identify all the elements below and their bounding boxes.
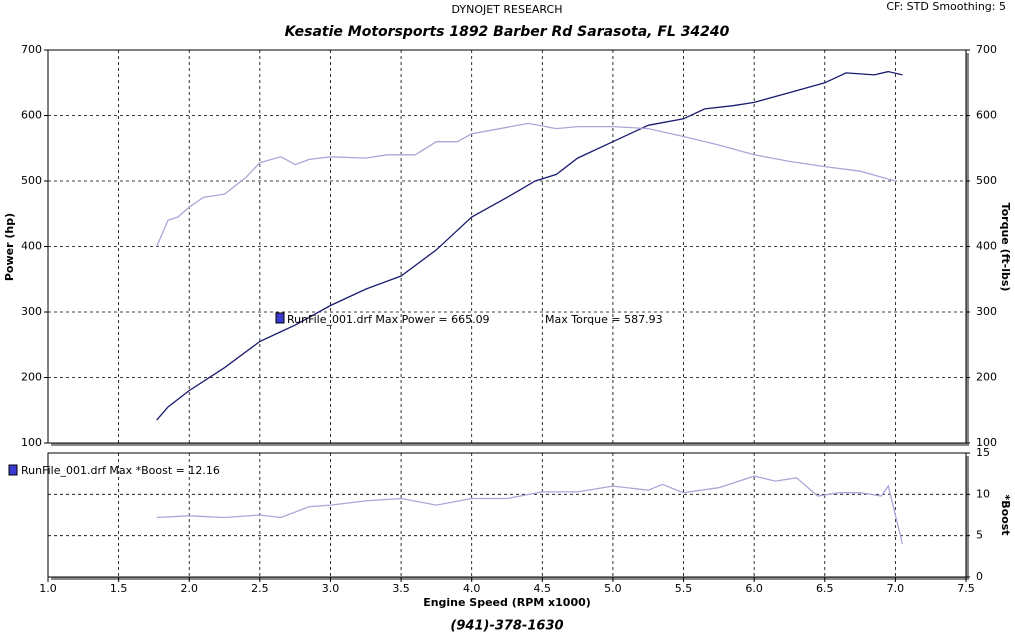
brand: DYNOJET RESEARCH <box>452 3 563 16</box>
y-axis-label: Power (hp) <box>3 213 16 281</box>
x-tick-label: 5.0 <box>604 582 622 595</box>
y2-tick-label: 600 <box>976 109 997 122</box>
x-tick-label: 3.0 <box>322 582 340 595</box>
chart-title: Kesatie Motorsports 1892 Barber Rd Saras… <box>285 24 730 40</box>
legend-swatch <box>275 312 285 324</box>
x-tick-label: 3.5 <box>392 582 410 595</box>
x-tick-label: 6.5 <box>816 582 834 595</box>
series-line <box>156 70 903 421</box>
x-tick-label: 6.0 <box>745 582 763 595</box>
phone: (941)-378-1630 <box>450 619 563 634</box>
boost-axis-label: *Boost <box>999 494 1012 535</box>
x-tick-label: 4.0 <box>463 582 481 595</box>
y-tick-label: 100 <box>21 436 42 449</box>
series-line <box>156 475 904 545</box>
y2-tick-label: 300 <box>976 305 997 318</box>
x-tick-label: 7.0 <box>887 582 905 595</box>
y-tick-label: 300 <box>21 305 42 318</box>
y2-tick-label: 400 <box>976 240 997 253</box>
y2-tick-label: 500 <box>976 174 997 187</box>
x-tick-label: 7.5 <box>957 582 975 595</box>
annotation: RunFile_001.drf Max Power = 665.09 <box>287 313 490 326</box>
x-tick-label: 5.5 <box>675 582 693 595</box>
legend-swatch <box>8 464 18 476</box>
y2-tick-label: 15 <box>976 446 990 459</box>
y2-tick-label: 100 <box>976 436 997 449</box>
y2-tick-label: 10 <box>976 487 990 500</box>
x-axis-label: Engine Speed (RPM x1000) <box>423 596 591 609</box>
y-tick-label: 700 <box>21 43 42 56</box>
y2-tick-label: 200 <box>976 371 997 384</box>
x-tick-label: 2.5 <box>251 582 269 595</box>
x-tick-label: 2.0 <box>180 582 198 595</box>
series-line <box>156 122 896 247</box>
y2-tick-label: 0 <box>976 570 983 583</box>
y-tick-label: 200 <box>21 371 42 384</box>
y-tick-label: 600 <box>21 109 42 122</box>
y2-axis-label: Torque (ft-lbs) <box>999 203 1012 292</box>
y2-tick-label: 5 <box>976 529 983 542</box>
annotation: RunFile_001.drf Max *Boost = 12.16 <box>21 464 220 477</box>
settings: CF: STD Smoothing: 5 <box>886 0 1006 13</box>
x-tick-label: 4.5 <box>534 582 552 595</box>
y-tick-label: 500 <box>21 174 42 187</box>
bottom-panel <box>47 452 967 578</box>
x-tick-label: 1.5 <box>110 582 128 595</box>
annotation: Max Torque = 587.93 <box>545 313 663 326</box>
x-tick-label: 1.0 <box>39 582 57 595</box>
y-tick-label: 400 <box>21 240 42 253</box>
y2-tick-label: 700 <box>976 43 997 56</box>
